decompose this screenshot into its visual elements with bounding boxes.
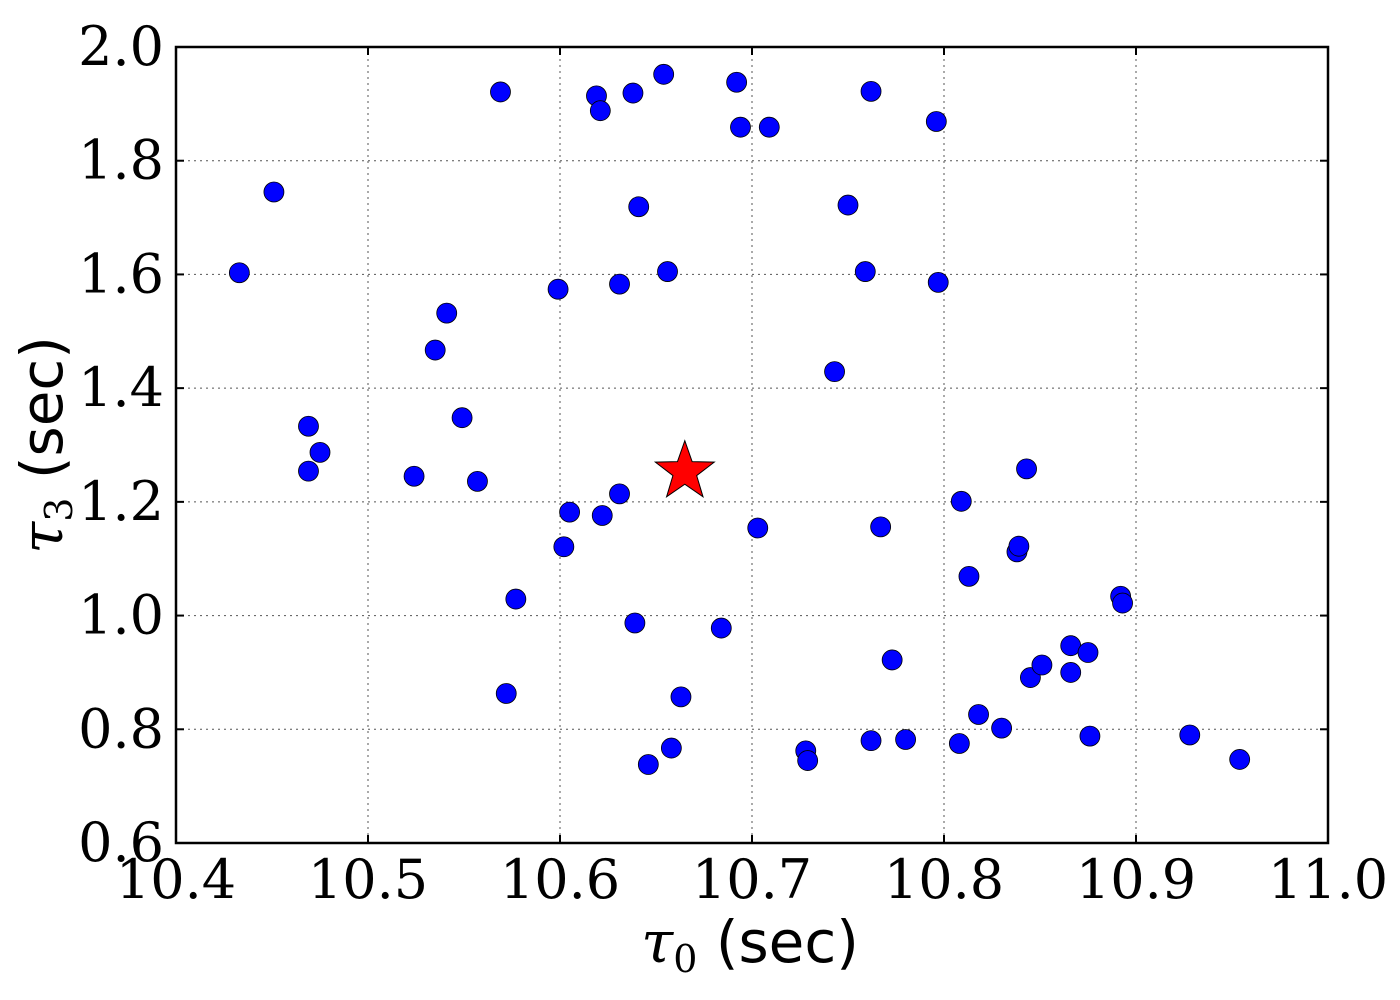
data-point bbox=[637, 754, 659, 775]
y-tick-label: 1.0 bbox=[78, 584, 164, 647]
data-point bbox=[298, 460, 319, 482]
data-point bbox=[228, 262, 250, 284]
data-point bbox=[730, 116, 751, 138]
data-point bbox=[1016, 458, 1037, 480]
grid-lines bbox=[176, 47, 1328, 843]
data-point bbox=[1077, 642, 1099, 663]
data-point bbox=[451, 407, 473, 429]
data-point bbox=[958, 565, 980, 587]
x-axis-label-symbol: τ bbox=[641, 908, 674, 976]
data-point bbox=[660, 737, 682, 759]
data-markers bbox=[228, 63, 1251, 775]
x-tick-label: 10.6 bbox=[500, 848, 620, 911]
reference-star-marker bbox=[653, 439, 716, 499]
x-tick-labels: 10.4 10.5 10.6 10.7 10.8 10.9 11.0 bbox=[116, 848, 1388, 911]
x-axis-label-subscript: 0 bbox=[673, 937, 697, 981]
y-axis-label: τ3 (sec) bbox=[8, 336, 81, 554]
y-axis-label-unit: (sec) bbox=[8, 336, 76, 497]
data-point bbox=[609, 483, 630, 505]
data-point bbox=[1031, 654, 1053, 676]
y-tick-label: 0.6 bbox=[78, 811, 164, 874]
y-tick-label: 2.0 bbox=[78, 15, 164, 78]
x-axis-label-unit: (sec) bbox=[697, 908, 858, 976]
data-point bbox=[670, 686, 692, 708]
x-tick-label: 11.0 bbox=[1268, 848, 1388, 911]
y-tick-label: 1.6 bbox=[78, 242, 164, 305]
data-point bbox=[726, 71, 748, 93]
data-point bbox=[895, 729, 916, 750]
data-point bbox=[710, 617, 732, 639]
data-point bbox=[309, 441, 331, 463]
y-tick-label: 1.8 bbox=[78, 129, 164, 192]
data-point bbox=[1060, 662, 1082, 683]
y-axis-label-symbol: τ bbox=[8, 521, 76, 554]
data-point bbox=[1229, 749, 1251, 770]
x-axis-label: τ0 (sec) bbox=[641, 908, 859, 981]
data-point bbox=[553, 536, 575, 558]
data-point bbox=[495, 683, 517, 704]
data-point bbox=[1008, 535, 1030, 557]
data-point bbox=[870, 516, 892, 538]
data-point bbox=[1179, 724, 1201, 746]
data-point bbox=[758, 116, 780, 138]
data-point bbox=[948, 733, 970, 754]
data-point bbox=[609, 273, 630, 295]
data-point bbox=[559, 501, 580, 523]
data-point bbox=[624, 612, 646, 634]
data-point bbox=[424, 339, 446, 361]
data-point bbox=[860, 730, 882, 752]
data-point bbox=[1112, 592, 1133, 614]
data-point bbox=[968, 704, 989, 725]
x-tick-label: 10.7 bbox=[692, 848, 812, 911]
data-point bbox=[797, 750, 819, 771]
data-point bbox=[628, 196, 650, 218]
x-tick-label: 10.4 bbox=[116, 848, 236, 911]
data-point bbox=[589, 100, 611, 122]
data-point bbox=[657, 261, 678, 282]
data-point bbox=[263, 181, 285, 203]
data-point bbox=[505, 588, 527, 610]
y-tick-label: 0.8 bbox=[78, 697, 164, 760]
y-tick-label: 1.4 bbox=[78, 356, 164, 419]
data-point bbox=[747, 517, 769, 539]
x-tick-label: 10.5 bbox=[308, 848, 428, 911]
data-point bbox=[622, 82, 644, 104]
data-point bbox=[860, 80, 882, 102]
data-point bbox=[881, 649, 903, 671]
x-tick-label: 10.8 bbox=[884, 848, 1004, 911]
data-point bbox=[490, 81, 511, 103]
data-point bbox=[298, 415, 319, 437]
data-point bbox=[403, 465, 425, 487]
y-tick-labels: 0.6 0.8 1.0 1.2 1.4 1.6 1.8 2.0 bbox=[78, 15, 164, 874]
data-point bbox=[1079, 725, 1101, 747]
data-point bbox=[854, 261, 876, 282]
data-point bbox=[927, 271, 949, 293]
data-point bbox=[436, 302, 458, 324]
data-point bbox=[824, 361, 845, 383]
data-point bbox=[925, 111, 947, 132]
data-point bbox=[950, 490, 972, 512]
data-point bbox=[653, 63, 675, 85]
data-point bbox=[837, 194, 859, 216]
y-axis-label-subscript: 3 bbox=[37, 498, 81, 522]
plot-frame bbox=[174, 45, 1330, 845]
x-tick-label: 10.9 bbox=[1076, 848, 1196, 911]
data-point bbox=[591, 505, 613, 526]
data-point bbox=[467, 470, 488, 492]
data-point bbox=[547, 278, 569, 300]
y-tick-label: 1.2 bbox=[78, 470, 164, 533]
data-point bbox=[991, 717, 1012, 739]
